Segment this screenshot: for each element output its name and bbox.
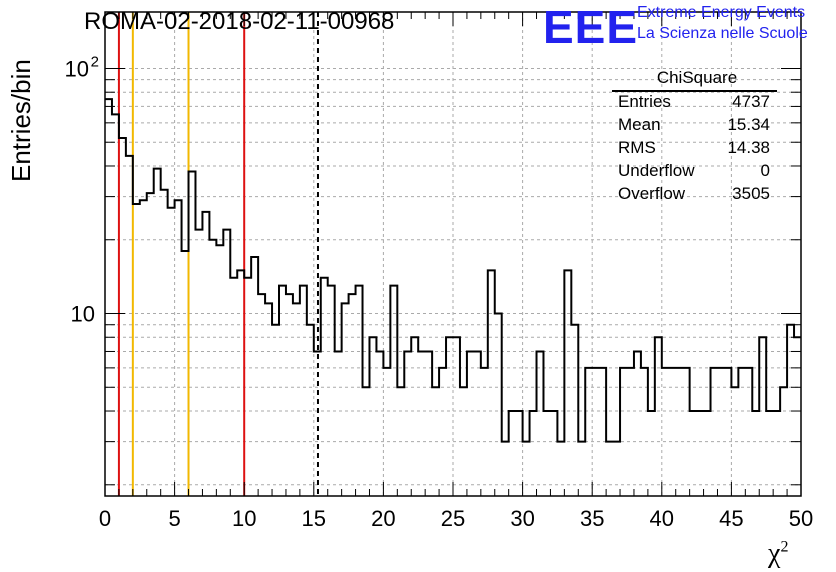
- x-tick-label: 30: [510, 506, 534, 531]
- chart-title: ROMA-02-2018-02-11-00968: [84, 8, 395, 35]
- stats-row-label: Underflow: [618, 161, 695, 180]
- x-tick-label: 0: [99, 506, 111, 531]
- stats-row-value: 14.38: [727, 138, 770, 157]
- y-tick-label-exponent: 2: [91, 53, 99, 70]
- marker-lines: [117, 12, 319, 496]
- stats-row-label: Entries: [618, 92, 671, 111]
- x-tick-label: 45: [719, 506, 743, 531]
- stats-box-title: ChiSquare: [656, 68, 738, 87]
- x-tick-label: 15: [302, 506, 326, 531]
- stats-row-label: RMS: [618, 138, 656, 157]
- y-axis-label: Entries/bin: [6, 59, 36, 182]
- logo-line-2: La Scienza nelle Scuole: [637, 25, 808, 42]
- x-tick-label: 5: [168, 506, 180, 531]
- x-tick-label: 35: [580, 506, 604, 531]
- x-tick-label: 40: [650, 506, 674, 531]
- stats-row-label: Overflow: [618, 184, 686, 203]
- axis-ticks: [104, 12, 802, 496]
- y-tick-label: 10: [65, 56, 89, 81]
- stats-row-value: 3505: [732, 184, 770, 203]
- stats-title-underline: [612, 90, 777, 92]
- x-tick-label: 10: [232, 506, 256, 531]
- y-tick-label: 10: [71, 302, 95, 327]
- stats-row-value: 0: [760, 161, 770, 180]
- logo-line-1: Extreme Energy Events: [637, 4, 806, 21]
- eee-logo: EEE: [543, 1, 639, 53]
- x-tick-label: 25: [441, 506, 465, 531]
- histogram-series: [105, 98, 801, 443]
- stats-row-value: 4737: [732, 92, 770, 111]
- x-axis-label: χ2: [768, 538, 789, 569]
- stats-row-label: Mean: [618, 115, 661, 134]
- x-tick-label: 50: [789, 506, 813, 531]
- x-tick-label: 20: [371, 506, 395, 531]
- stats-row-value: 15.34: [727, 115, 770, 134]
- histogram-step-line: [105, 98, 801, 443]
